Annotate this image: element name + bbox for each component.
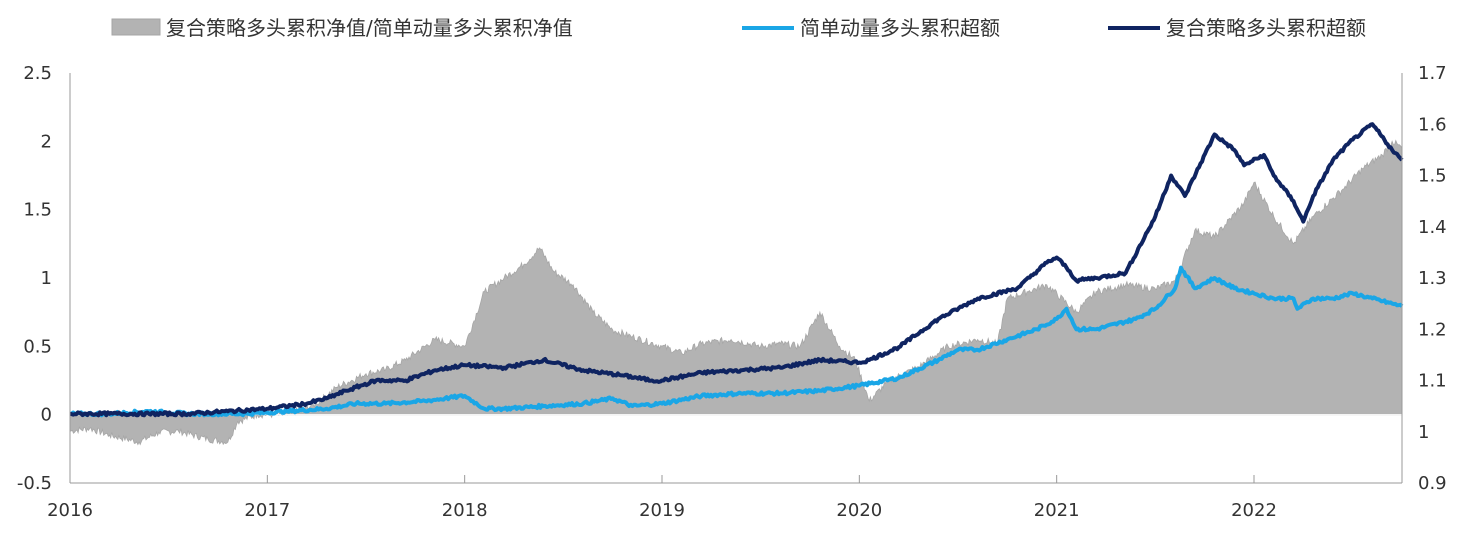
y-right-tick-label: 1.4 [1418, 217, 1447, 238]
y-left-tick-label: -0.5 [17, 473, 52, 494]
legend-label-1: 简单动量多头累积超额 [800, 16, 1000, 40]
x-tick-label: 2016 [47, 500, 93, 521]
x-tick-label: 2021 [1034, 500, 1080, 521]
series-line-1 [69, 122, 1404, 418]
x-tick-label: 2018 [442, 500, 488, 521]
y-right-tick-label: 0.9 [1418, 473, 1447, 494]
x-tick-label: 2019 [639, 500, 685, 521]
y-right-tick-label: 1.3 [1418, 268, 1447, 289]
y-left-tick-label: 0.5 [23, 336, 52, 357]
y-left-tick-label: 1.5 [23, 200, 52, 221]
plot-area [69, 122, 1404, 446]
x-tick-label: 2022 [1231, 500, 1277, 521]
y-left-tick-label: 1 [41, 268, 52, 289]
legend-label-2: 复合策略多头累积超额 [1166, 16, 1366, 40]
y-right-tick-label: 1.7 [1418, 63, 1447, 84]
y-right-tick-label: 1.5 [1418, 166, 1447, 187]
x-tick-label: 2017 [244, 500, 290, 521]
legend-label-0: 复合策略多头累积净值/简单动量多头累积净值 [166, 16, 573, 40]
y-right-tick-label: 1.1 [1418, 371, 1447, 392]
legend-swatch-0 [111, 18, 161, 36]
legend: 复合策略多头累积净值/简单动量多头累积净值 简单动量多头累积超额 复合策略多头累积超… [111, 16, 1366, 40]
y-left-tick-label: 0 [41, 405, 52, 426]
y-right-tick-label: 1 [1418, 422, 1429, 443]
y-left-tick-label: 2.5 [23, 63, 52, 84]
y-right-tick-label: 1.6 [1418, 114, 1447, 135]
y-right-tick-label: 1.2 [1418, 319, 1447, 340]
series-area-0 [69, 139, 1403, 446]
axes: -0.5 0 0.5 1 1.5 2 2.5 0.9 1 1.1 1.2 1.3 1.4 1.5 1.6 1.… [17, 63, 1447, 521]
series-line-0 [69, 265, 1404, 418]
y-left-tick-label: 2 [41, 131, 52, 152]
x-tick-label: 2020 [836, 500, 882, 521]
